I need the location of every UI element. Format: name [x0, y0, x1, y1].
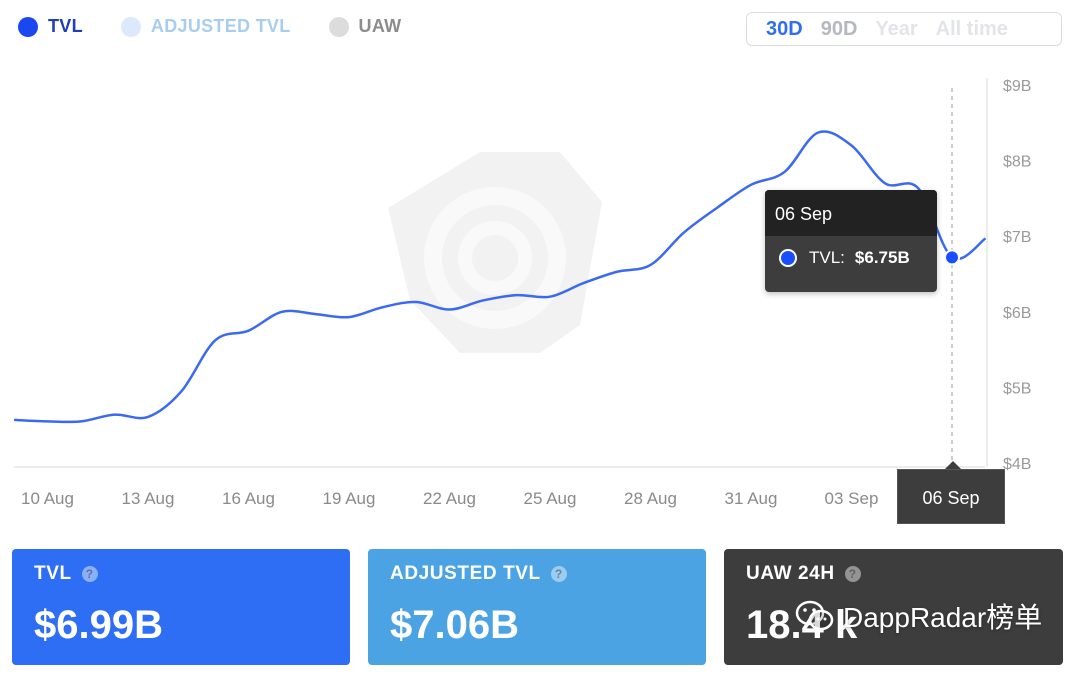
tvl-series-line	[13, 130, 987, 424]
tvl-legend-dot	[18, 16, 38, 37]
x-tick-label: 25 Aug	[524, 489, 577, 508]
x-tick-label: 10 Aug	[21, 489, 74, 508]
x-selection-arrow	[945, 461, 961, 469]
card-value: $7.06B	[390, 603, 519, 647]
wechat-icon	[795, 600, 834, 631]
range-all-time-button[interactable]: All time	[935, 17, 1008, 40]
range-year-button[interactable]: Year	[875, 17, 918, 40]
tooltip-series-label: TVL:	[809, 248, 845, 267]
y-tick-label: $7B	[1003, 229, 1031, 246]
x-tick-label: 03 Sep	[825, 489, 879, 508]
chart-tooltip: 06 Sep TVL: $6.75B	[765, 190, 937, 292]
x-tick-label: 28 Aug	[624, 489, 677, 508]
adjusted-tvl-legend-dot	[120, 16, 141, 37]
x-selection-label: 06 Sep	[897, 469, 1005, 524]
legend-label: TVL	[48, 16, 83, 36]
x-tick-label: 22 Aug	[423, 489, 476, 508]
tooltip-date: 06 Sep	[765, 190, 937, 236]
card-label: UAW 24H ?	[746, 563, 1063, 585]
y-tick-label: $4B	[1003, 456, 1031, 473]
uaw-legend-dot	[328, 16, 349, 37]
legend-item-tvl[interactable]: TVL	[18, 16, 83, 37]
tvl-line-chart[interactable]: $9B $8B $7B $6B $5B $4B 10 Aug 13 Aug 16 Aug 19 A…	[0, 0, 1080, 540]
wechat-watermark: DappRadar榜单	[795, 596, 1042, 636]
dappradar-watermark-rings	[424, 187, 566, 329]
x-tick-label: 19 Aug	[323, 489, 376, 508]
y-tick-label: $6B	[1003, 305, 1031, 322]
card-label-text: UAW 24H	[746, 563, 835, 584]
legend-label: UAW	[358, 16, 402, 36]
card-label-text: ADJUSTED TVL	[390, 563, 541, 584]
tvl-card: TVL ? $6.99B	[12, 549, 350, 665]
range-90d-button[interactable]: 90D	[820, 17, 858, 40]
uaw-24h-card: UAW 24H ? 18.4 k	[724, 549, 1063, 665]
chart-legend: TVL ADJUSTED TVL UAW	[18, 16, 401, 37]
time-range-selector: 30D 90D Year All time	[746, 12, 1062, 46]
x-tick-label: 13 Aug	[122, 489, 175, 508]
y-tick-label: $8B	[1003, 154, 1031, 171]
y-tick-label: $5B	[1003, 380, 1031, 397]
help-icon[interactable]: ?	[844, 566, 861, 582]
help-icon[interactable]: ?	[81, 566, 98, 582]
card-value: $6.99B	[34, 603, 163, 647]
tooltip-tvl-dot	[779, 249, 797, 267]
tooltip-value: $6.75B	[854, 248, 910, 267]
x-tick-label: 16 Aug	[222, 489, 275, 508]
help-icon[interactable]: ?	[550, 566, 567, 582]
adjusted-tvl-card: ADJUSTED TVL ? $7.06B	[368, 549, 706, 665]
legend-item-uaw[interactable]: UAW	[328, 16, 402, 37]
card-label-text: TVL	[34, 563, 72, 584]
legend-item-adjusted-tvl[interactable]: ADJUSTED TVL	[120, 16, 291, 37]
selected-data-point	[944, 249, 960, 266]
y-tick-label: $9B	[1003, 78, 1031, 95]
watermark-text: DappRadar榜单	[843, 602, 1043, 633]
range-30d-button[interactable]: 30D	[766, 17, 803, 40]
card-label: ADJUSTED TVL ?	[390, 563, 706, 585]
card-label: TVL ?	[34, 563, 350, 585]
x-tick-label: 31 Aug	[725, 489, 778, 508]
legend-label: ADJUSTED TVL	[150, 16, 291, 36]
tooltip-row: TVL: $6.75B	[765, 236, 937, 268]
card-value: 18.4 k	[746, 603, 858, 647]
